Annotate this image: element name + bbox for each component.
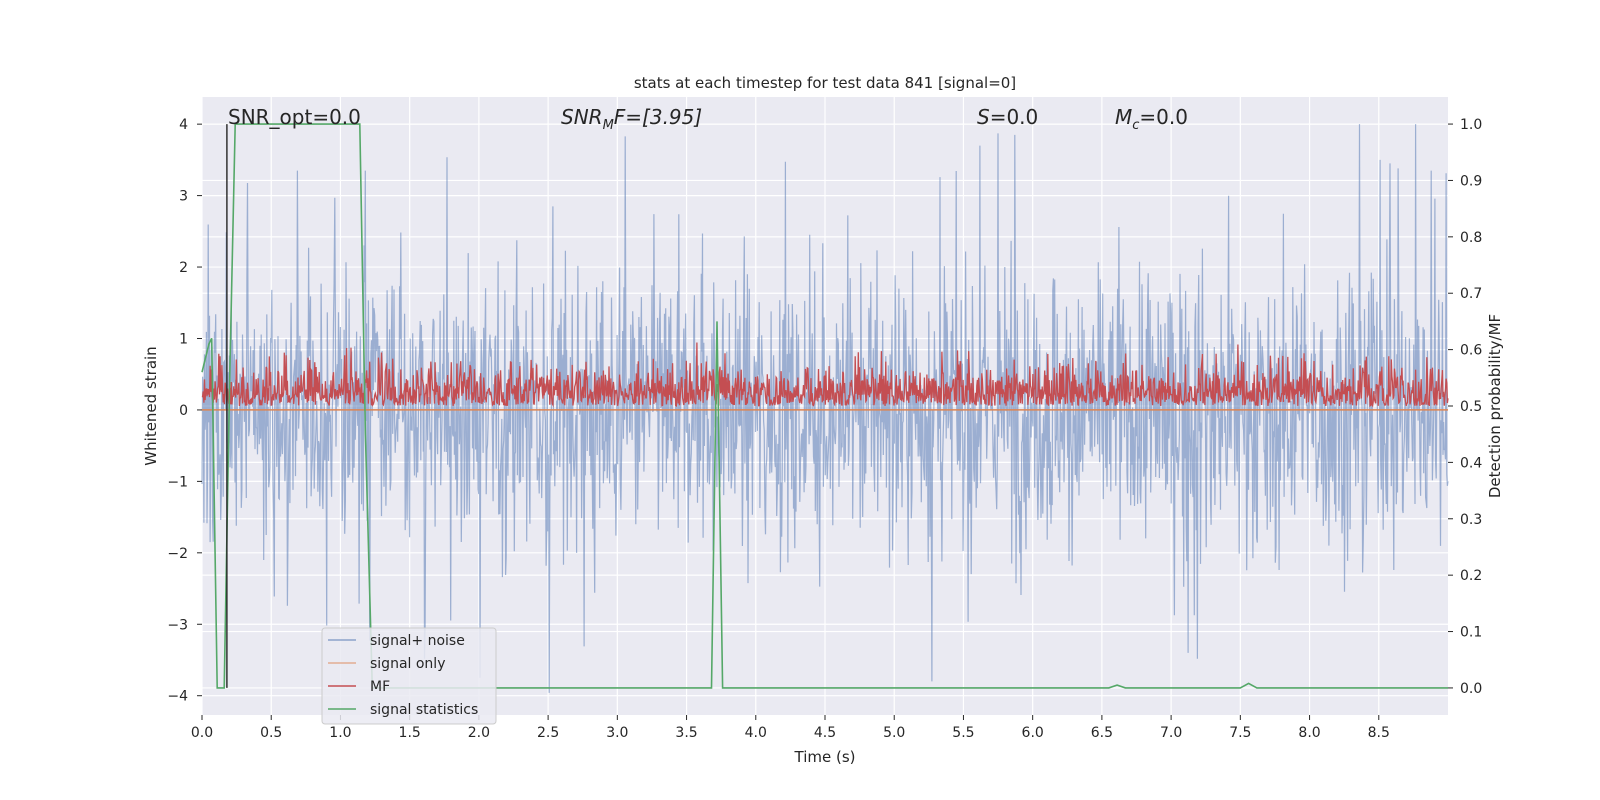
legend-label-mf: MF bbox=[370, 679, 390, 695]
chart-title: stats at each timestep for test data 841… bbox=[634, 74, 1016, 92]
x-tick-label-17: 8.5 bbox=[1368, 725, 1390, 741]
y-right-tick-label-3: 0.7 bbox=[1460, 286, 1482, 302]
annotation-snr-opt: SNR_opt=0.0 bbox=[228, 105, 361, 129]
x-tick-label-8: 4.0 bbox=[745, 725, 767, 741]
y-tick-label-1: 3 bbox=[179, 189, 188, 205]
y-tick-label-2: 2 bbox=[179, 260, 188, 276]
annotation-snr-mf-base: SNR bbox=[561, 105, 603, 129]
annotation-s-rest: =0.0 bbox=[990, 105, 1039, 129]
legend-label-signal-plus-noise: signal+ noise bbox=[370, 633, 465, 649]
x-tick-label-5: 2.5 bbox=[537, 725, 559, 741]
y-axis-label: Whitened strain bbox=[142, 346, 160, 465]
annotation-s-italic: S bbox=[977, 105, 990, 129]
y-right-tick-label-6: 0.4 bbox=[1460, 455, 1482, 471]
x-tick-label-9: 4.5 bbox=[814, 725, 836, 741]
annotation-s: S=0.0 bbox=[977, 105, 1038, 129]
x-axis-label: Time (s) bbox=[794, 748, 856, 766]
series-mf bbox=[201, 342, 1449, 408]
y-right-tick-label-5: 0.5 bbox=[1460, 399, 1482, 415]
y-right-tick-label-0: 1.0 bbox=[1460, 117, 1482, 133]
x-tick-label-12: 6.0 bbox=[1022, 725, 1044, 741]
x-tick-label-14: 7.0 bbox=[1160, 725, 1182, 741]
annotation-mc-rest: =0.0 bbox=[1139, 105, 1188, 129]
y-tick-label-7: −3 bbox=[167, 617, 188, 633]
y-right-tick-label-1: 0.9 bbox=[1460, 173, 1482, 189]
y-right-tick-label-10: 0.0 bbox=[1460, 681, 1482, 697]
legend: signal+ noise signal only MF signal stat… bbox=[321, 627, 497, 725]
legend-label-signal-statistics: signal statistics bbox=[370, 702, 478, 718]
legend-label-signal-only: signal only bbox=[370, 656, 445, 672]
x-tick-label-0: 0.0 bbox=[191, 725, 213, 741]
y-tick-label-8: −4 bbox=[167, 689, 188, 705]
y-tick-label-5: −1 bbox=[167, 474, 188, 490]
line-mf bbox=[201, 342, 1449, 408]
y-right-tick-label-7: 0.3 bbox=[1460, 512, 1482, 528]
annotation-mc: Mc=0.0 bbox=[1115, 105, 1188, 133]
y-tick-label-4: 0 bbox=[179, 403, 188, 419]
x-tick-label-2: 1.0 bbox=[329, 725, 351, 741]
x-tick-label-1: 0.5 bbox=[260, 725, 282, 741]
annotation-snr-mf: SNRMF=[3.95] bbox=[561, 105, 702, 133]
x-tick-label-3: 1.5 bbox=[399, 725, 421, 741]
y-right-tick-label-9: 0.1 bbox=[1460, 625, 1482, 641]
x-tick-label-7: 3.5 bbox=[675, 725, 697, 741]
x-tick-label-6: 3.0 bbox=[606, 725, 628, 741]
line-signal-plus-noise bbox=[201, 124, 1449, 693]
legend-box bbox=[321, 627, 497, 725]
y-right-tick-label-8: 0.2 bbox=[1460, 568, 1482, 584]
annotation-mc-sub: c bbox=[1132, 118, 1139, 133]
y-right-tick-label-2: 0.8 bbox=[1460, 230, 1482, 246]
y-tick-label-6: −2 bbox=[167, 546, 188, 562]
annotation-snr-mf-sub: M bbox=[603, 118, 614, 133]
x-tick-label-15: 7.5 bbox=[1229, 725, 1251, 741]
y-axis-right-label: Detection probability/MF bbox=[1486, 314, 1504, 498]
y-tick-label-0: 4 bbox=[179, 117, 188, 133]
y-right-tick-label-4: 0.6 bbox=[1460, 343, 1482, 359]
annotation-mc-base: M bbox=[1115, 105, 1132, 129]
annotation-snr-mf-rest: F=[3.95] bbox=[614, 105, 702, 129]
x-tick-label-10: 5.0 bbox=[883, 725, 905, 741]
y-axis-right-ticks: 1.0 0.9 0.8 0.7 0.6 0.5 0.4 0.3 0.2 0.1 0.0 bbox=[1448, 117, 1482, 697]
series-signal-plus-noise bbox=[201, 124, 1449, 693]
x-tick-label-11: 5.5 bbox=[952, 725, 974, 741]
x-axis-ticks: 0.0 0.5 1.0 1.5 2.0 2.5 3.0 3.5 4.0 4.5 5.0 5.5 6.0 6… bbox=[191, 715, 1390, 741]
x-tick-label-4: 2.0 bbox=[468, 725, 490, 741]
y-axis-ticks: 4 3 2 1 0 −1 −2 −3 −4 bbox=[167, 117, 202, 705]
y-tick-label-3: 1 bbox=[179, 331, 188, 347]
x-tick-label-16: 8.0 bbox=[1298, 725, 1320, 741]
x-tick-label-13: 6.5 bbox=[1091, 725, 1113, 741]
